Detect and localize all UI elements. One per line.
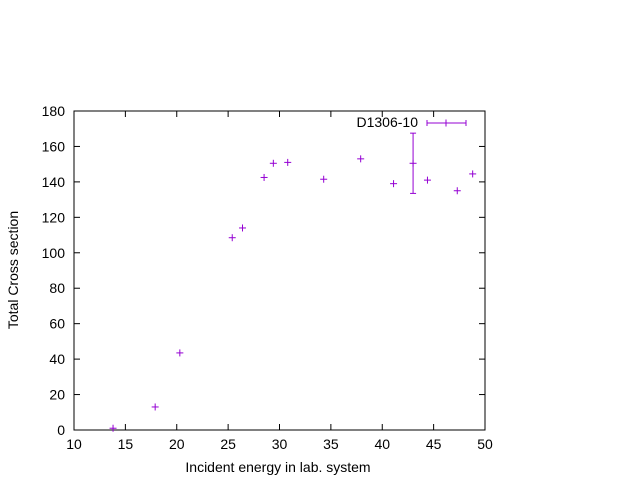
data-point: [453, 187, 461, 195]
data-point: [390, 180, 398, 188]
axes: [73, 110, 486, 431]
y-tick-label: 100: [42, 245, 66, 261]
data-point: [151, 403, 159, 411]
y-tick-label: 80: [49, 280, 65, 296]
tick-labels: 10 15 20 25 30 35 40 45 50 0 20 40 60 80 100 120 140 160 1…: [42, 103, 493, 452]
x-tick-label: 50: [477, 436, 493, 452]
y-axis-label: Total Cross section: [5, 211, 21, 329]
legend-marker: [426, 119, 467, 127]
data-point: [423, 176, 431, 184]
y-tick-label: 120: [42, 209, 66, 225]
data-point: [176, 349, 184, 357]
x-tick-label: 15: [118, 436, 134, 452]
legend-label: D1306-10: [357, 114, 419, 130]
data-point: [357, 155, 365, 163]
x-tick-label: 20: [169, 436, 185, 452]
data-point: [260, 173, 268, 181]
y-tick-label: 180: [42, 103, 66, 119]
data-point: [109, 424, 117, 432]
y-tick-label: 0: [57, 422, 65, 438]
y-tick-label: 60: [49, 316, 65, 332]
data-point: [409, 132, 417, 194]
x-tick-label: 30: [272, 436, 288, 452]
plot-frame: [73, 110, 486, 431]
x-tick-label: 25: [220, 436, 236, 452]
y-tick-label: 40: [49, 351, 65, 367]
y-tick-label: 140: [42, 174, 66, 190]
y-tick-label: 160: [42, 138, 66, 154]
data-points: [109, 132, 477, 432]
x-tick-label: 10: [66, 436, 82, 452]
data-point: [320, 175, 328, 183]
tick-marks: [73, 110, 486, 431]
data-point: [228, 234, 236, 242]
data-point: [284, 158, 292, 166]
x-tick-label: 35: [323, 436, 339, 452]
x-axis-label: Incident energy in lab. system: [185, 459, 370, 475]
data-point: [469, 170, 477, 178]
data-point: [269, 159, 277, 167]
legend: D1306-10: [357, 114, 467, 130]
x-tick-label: 45: [426, 436, 442, 452]
data-point: [239, 224, 247, 232]
y-tick-label: 20: [49, 387, 65, 403]
x-tick-label: 40: [374, 436, 390, 452]
